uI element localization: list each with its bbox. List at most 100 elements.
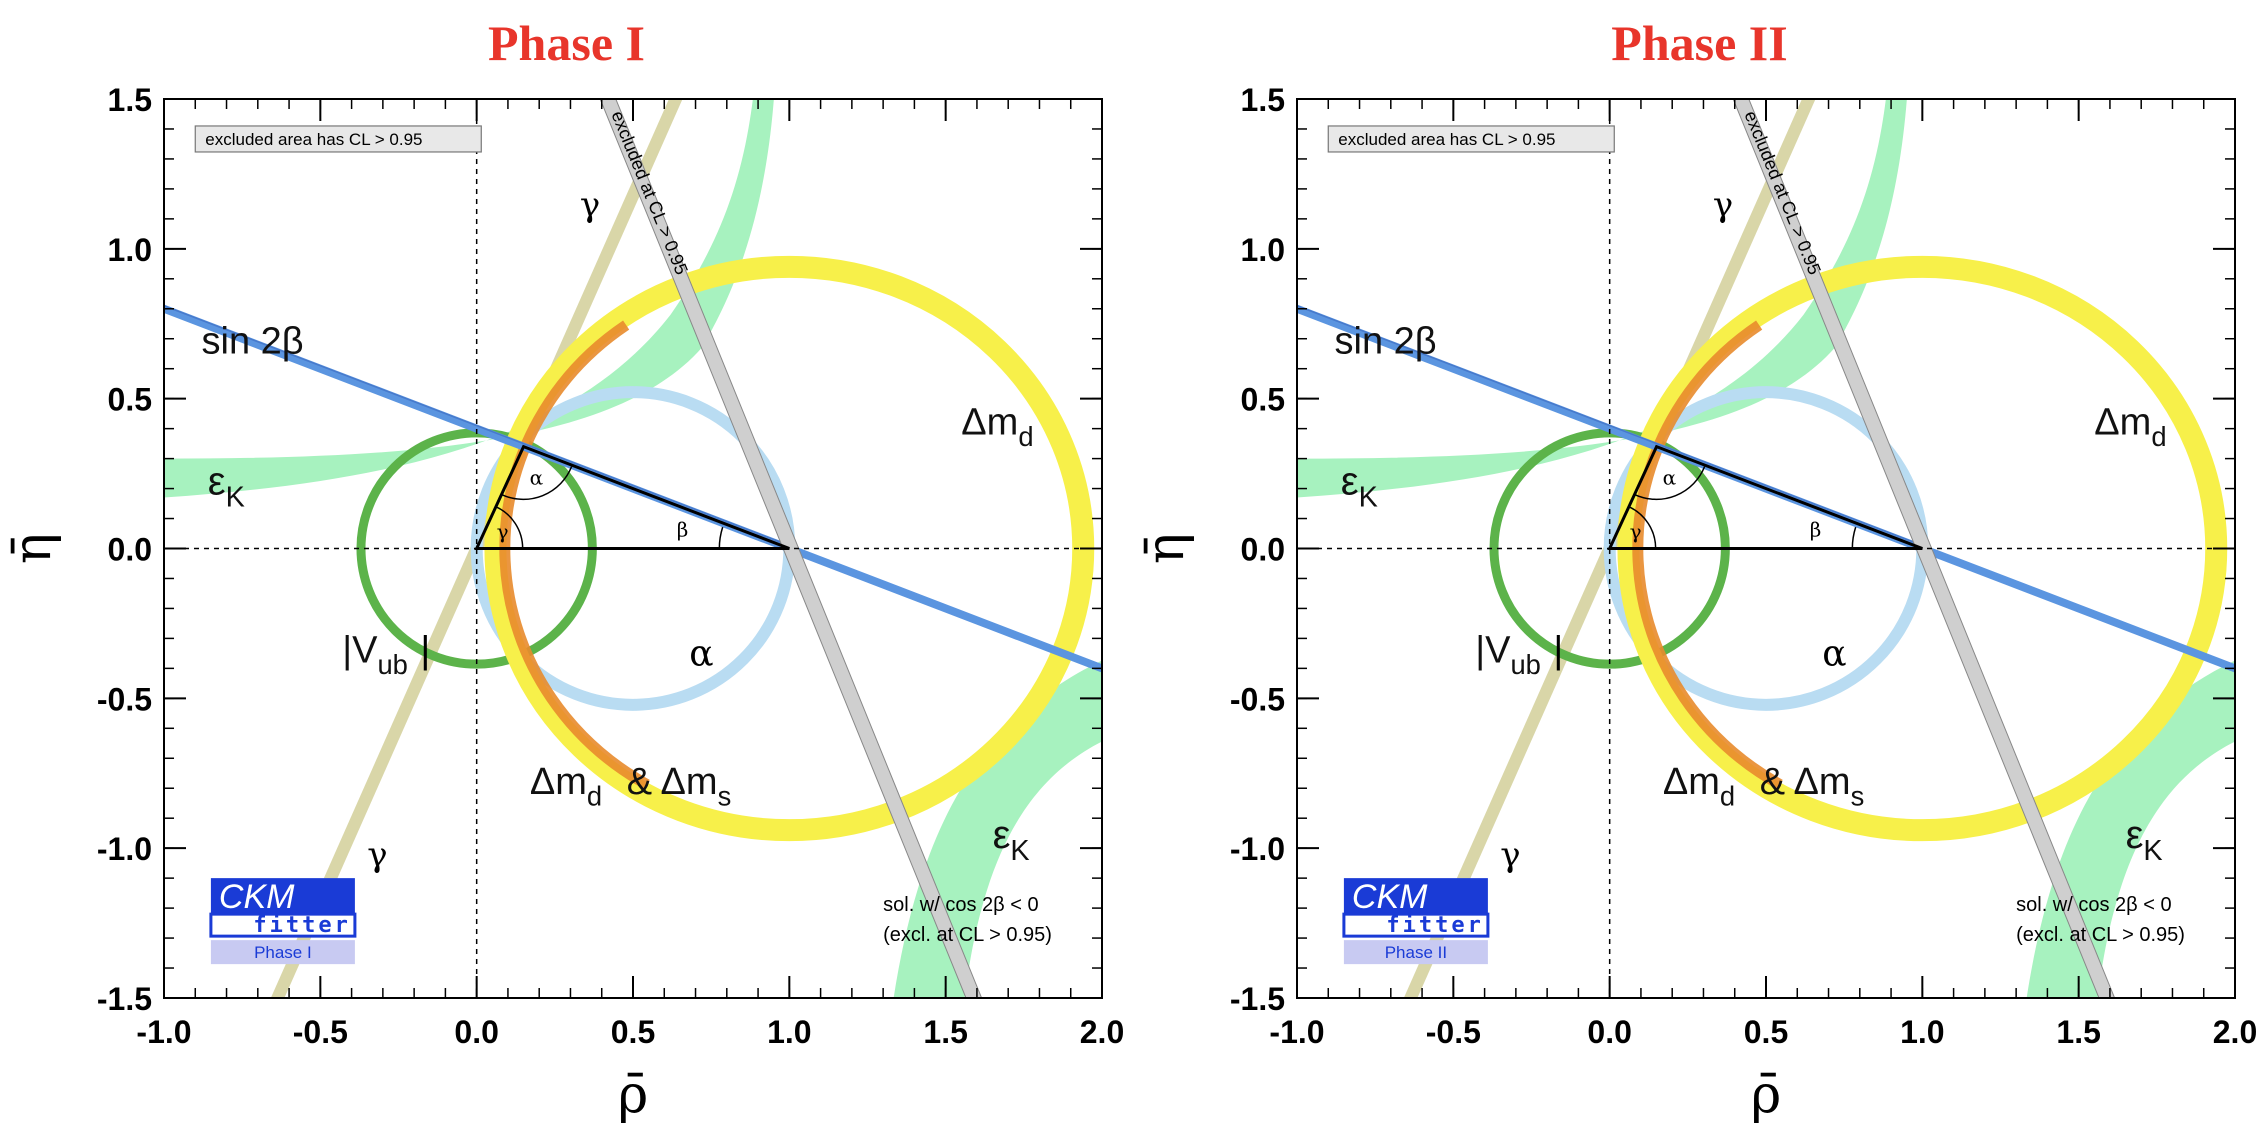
logo-top-block [1343,878,1488,915]
excluded-band-label: excluded at CL > 0.95 [607,108,691,278]
excluded-band-label: excluded at CL > 0.95 [1740,108,1824,278]
triangle-beta-label: β [1810,518,1822,542]
delta-md-label: Δmd [2094,402,2166,452]
y-tick-label: 0.5 [108,382,152,418]
cos2beta-note-line1: sol. w/ cos 2β < 0 [2016,894,2171,916]
y-tick-label: 1.5 [108,82,152,118]
x-tick-label: -1.0 [136,1014,191,1050]
x-tick-label: 1.5 [923,1014,967,1050]
beta-angle-arc [718,526,724,549]
x-axis-label: ρ̄ [618,1065,649,1125]
unitarity-triangle [1607,444,1923,550]
x-tick-label: 2.0 [2213,1014,2257,1050]
logo-ckm-text: CKM [219,878,295,916]
vub-label-bar: | [1553,629,1563,671]
alpha-angle-arc [1634,466,1706,501]
delta-md-ms-label-part2: & Δms [627,761,732,811]
logo-fitter-block [209,912,357,938]
y-tick-label: 1.5 [1241,82,1285,118]
sin2beta-edge [164,304,790,547]
x-tick-label: -1.0 [1269,1014,1324,1050]
logo-phase-block [1343,940,1488,965]
y-tick-label: 1.0 [108,232,152,268]
logo-phase-block [210,940,355,965]
unitarity-triangle [474,444,790,550]
triangle-alpha-label: α [530,466,544,490]
delta-md-ms-arc [1632,320,1783,790]
logo-ckm-text: CKM [1352,878,1428,916]
y-tick-label: -0.5 [1230,681,1285,717]
y-tick-label: -1.5 [97,981,152,1017]
triangle-beta-label: β [677,518,689,542]
sin2beta-label: sin 2β [202,321,304,363]
excluded-solution-band [1732,99,2116,998]
gamma-label-top: γ [580,185,600,225]
x-tick-label: 0.5 [1744,1014,1788,1050]
y-tick-label: 0.0 [108,532,152,568]
epsilon-k-label-right: εK [993,813,1030,867]
panel-title: Phase II [1611,15,1788,71]
delta-md-ms-label-part2: & Δms [1760,761,1865,811]
x-axis-label: ρ̄ [1751,1065,1782,1125]
triangle-gamma-label: γ [497,520,509,544]
cl-note-box [194,125,482,153]
delta-md-ms-label-part1: Δmd [530,761,602,811]
delta-md-ms-arc [499,320,650,790]
delta-md-ms-label-part1: Δmd [1663,761,1735,811]
x-tick-label: 0.5 [611,1014,655,1050]
y-tick-label: 0.0 [1241,532,1285,568]
logo-top-block [210,878,355,915]
cos2beta-note-line1: sol. w/ cos 2β < 0 [883,894,1038,916]
chart-panel-phase-1: Phase I α β γ -1.0 -0.5 0.0 0.5 1.0 1.5 2.0 1.5 1.0… [3,15,1124,1125]
gamma-label-top: γ [1713,185,1733,225]
x-tick-label: 1.0 [767,1014,811,1050]
ckm-plot: α β γ -1.0 -0.5 0.0 0.5 1.0 1.5 2.0 1.5 1.0 0.5 0.0 -0… [3,82,1124,1125]
gamma-angle-arc [1628,505,1657,549]
x-tick-label: -0.5 [293,1014,348,1050]
logo-fitter-text: fitter [1386,913,1483,938]
cos2beta-note-line2: (excl. at CL > 0.95) [2016,924,2185,946]
beta-angle-arc [1851,526,1857,549]
y-axis-label: η̄ [1136,533,1196,564]
sin2beta-label: sin 2β [1335,321,1437,363]
epsilon-k-label-left: εK [1341,460,1378,514]
panel-title: Phase I [488,15,645,71]
chart-panel-phase-2: Phase II α β γ -1.0 -0.5 0.0 0.5 1.0 1.5 2.0 1.5 1.… [1133,0,2266,1146]
excluded-solution-band [599,99,983,998]
gamma-label-bottom: γ [367,835,387,875]
epsilon-k-label-left: εK [208,460,245,514]
y-tick-label: -1.0 [1230,831,1285,867]
logo-phase-text: Phase I [254,943,312,962]
alpha-label: α [1822,633,1846,674]
gamma-label-bottom: γ [1500,835,1520,875]
gamma-angle-arc [495,505,524,549]
delta-md-label: Δmd [961,402,1033,452]
cl-note-text: excluded area has CL > 0.95 [205,130,422,149]
x-tick-label: 1.5 [2056,1014,2100,1050]
alpha-label: α [689,633,713,674]
logo-fitter-text: fitter [253,913,350,938]
x-tick-label: 2.0 [1080,1014,1124,1050]
x-tick-label: 0.0 [1587,1014,1631,1050]
x-tick-label: -0.5 [1426,1014,1481,1050]
epsilon-k-label-right: εK [2126,813,2163,867]
alpha-angle-arc [501,466,573,501]
ckm-plot: α β γ -1.0 -0.5 0.0 0.5 1.0 1.5 2.0 1.5 1.0 0.5 0.0 -0… [1136,82,2257,1125]
cos2beta-note-line2: (excl. at CL > 0.95) [883,924,1052,946]
vub-label: |Vub [342,629,408,679]
y-tick-label: -1.0 [97,831,152,867]
cl-note-text: excluded area has CL > 0.95 [1338,130,1555,149]
y-tick-label: 1.0 [1241,232,1285,268]
vub-label: |Vub [1475,629,1541,679]
logo-fitter-block [1342,912,1490,938]
triangle-gamma-label: γ [1630,520,1642,544]
vub-label-bar: | [420,629,430,671]
x-tick-label: 1.0 [1900,1014,1944,1050]
y-tick-label: -0.5 [97,681,152,717]
cl-note-box [1327,125,1615,153]
sin2beta-edge [1297,304,1923,547]
x-tick-label: 0.0 [454,1014,498,1050]
y-tick-label: -1.5 [1230,981,1285,1017]
y-axis-label: η̄ [3,533,63,564]
triangle-alpha-label: α [1663,466,1677,490]
